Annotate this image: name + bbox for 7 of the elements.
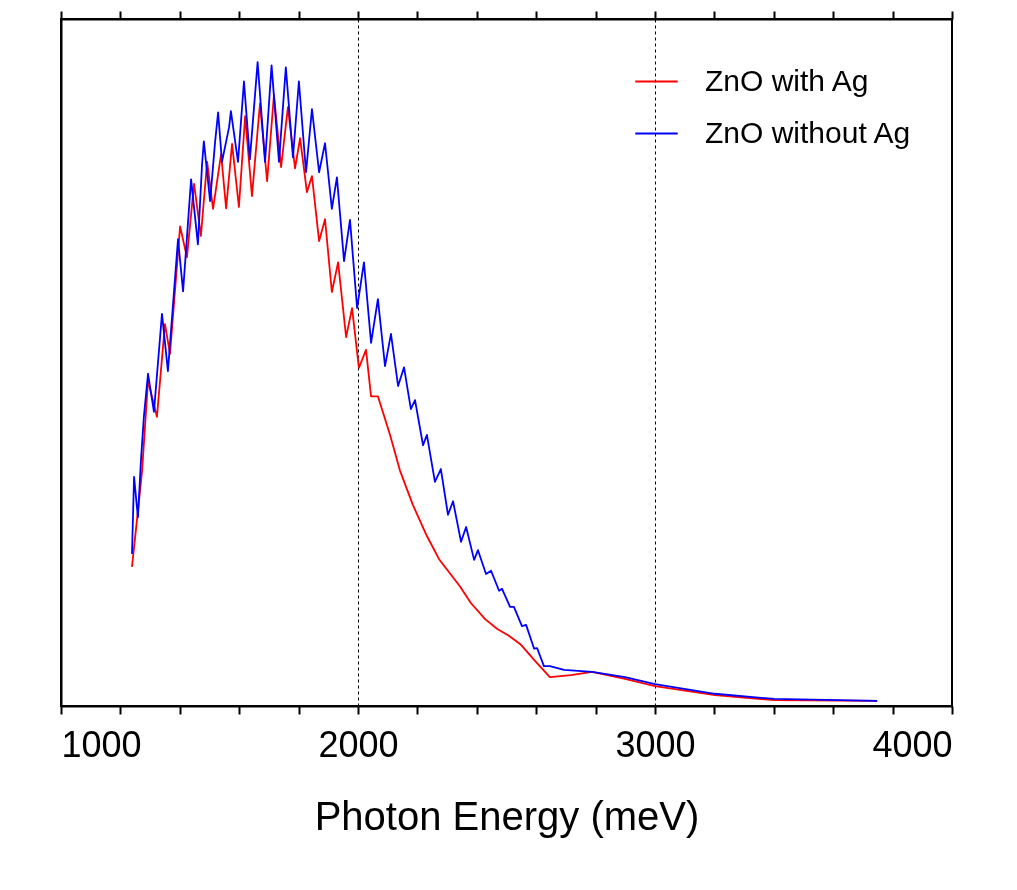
x-tick-label: 1000 — [61, 723, 142, 765]
x-tick-label: 3000 — [615, 723, 696, 765]
x-tick-label: 2000 — [318, 723, 399, 765]
x-axis-title: Photon Energy (meV) — [314, 793, 700, 838]
legend-label: ZnO without Ag — [705, 115, 911, 149]
x-tick-label: 4000 — [872, 723, 953, 765]
legend-label: ZnO with Ag — [705, 63, 869, 97]
